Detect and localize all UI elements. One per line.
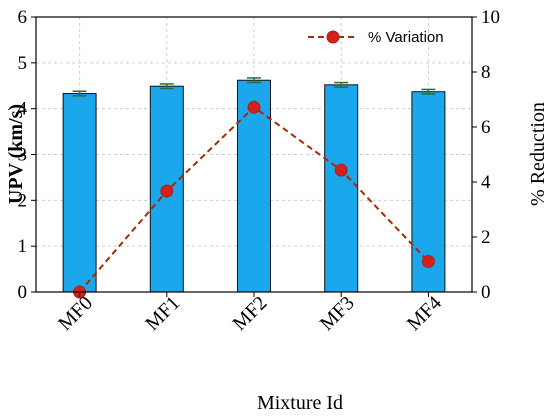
variation-line xyxy=(73,100,435,299)
y2-tick-label: 2 xyxy=(481,227,491,248)
y-tick-label: 5 xyxy=(18,53,28,74)
y2-axis-ticks: 0 2 4 6 8 10 xyxy=(472,7,500,303)
x-tick-label-mf1: MF1 xyxy=(141,292,184,335)
variation-point-mf3 xyxy=(334,163,348,177)
y2-tick-label: 6 xyxy=(481,117,491,138)
error-bars xyxy=(72,77,436,97)
bar-mf3 xyxy=(324,84,359,293)
x-axis-title: Mixture Id xyxy=(257,392,343,414)
y2-axis-title: % Reduction xyxy=(527,102,549,206)
x-tick-label-mf2: MF2 xyxy=(228,292,271,335)
y-tick-label: 2 xyxy=(18,190,28,211)
y-tick-label: 0 xyxy=(18,282,28,303)
variation-point-mf1 xyxy=(160,184,174,198)
variation-point-mf4 xyxy=(421,254,435,268)
y2-tick-label: 0 xyxy=(481,282,491,303)
variation-point-mf2 xyxy=(247,100,261,114)
y-tick-label: 3 xyxy=(18,145,28,166)
y-axis-title: UPV (km/s) xyxy=(5,104,27,204)
y2-tick-label: 4 xyxy=(481,172,491,193)
x-tick-label-mf4: MF4 xyxy=(403,292,446,335)
legend-marker xyxy=(326,30,340,44)
legend: % Variation xyxy=(308,29,444,46)
y2-tick-label: 8 xyxy=(481,62,491,83)
x-axis-categories: MF0 MF1 MF2 MF3 MF4 xyxy=(54,292,446,335)
bar-mf0 xyxy=(62,93,97,293)
y2-tick-label: 10 xyxy=(481,7,500,28)
y-tick-label: 6 xyxy=(18,7,28,28)
x-tick-label-mf0: MF0 xyxy=(54,292,97,335)
y-tick-label: 4 xyxy=(18,99,28,120)
legend-label: % Variation xyxy=(368,29,444,46)
y-axis-ticks: 0 1 2 3 4 5 6 xyxy=(18,7,36,303)
x-tick-label-mf3: MF3 xyxy=(316,292,359,335)
y-tick-label: 1 xyxy=(18,236,28,257)
bars xyxy=(62,79,446,293)
